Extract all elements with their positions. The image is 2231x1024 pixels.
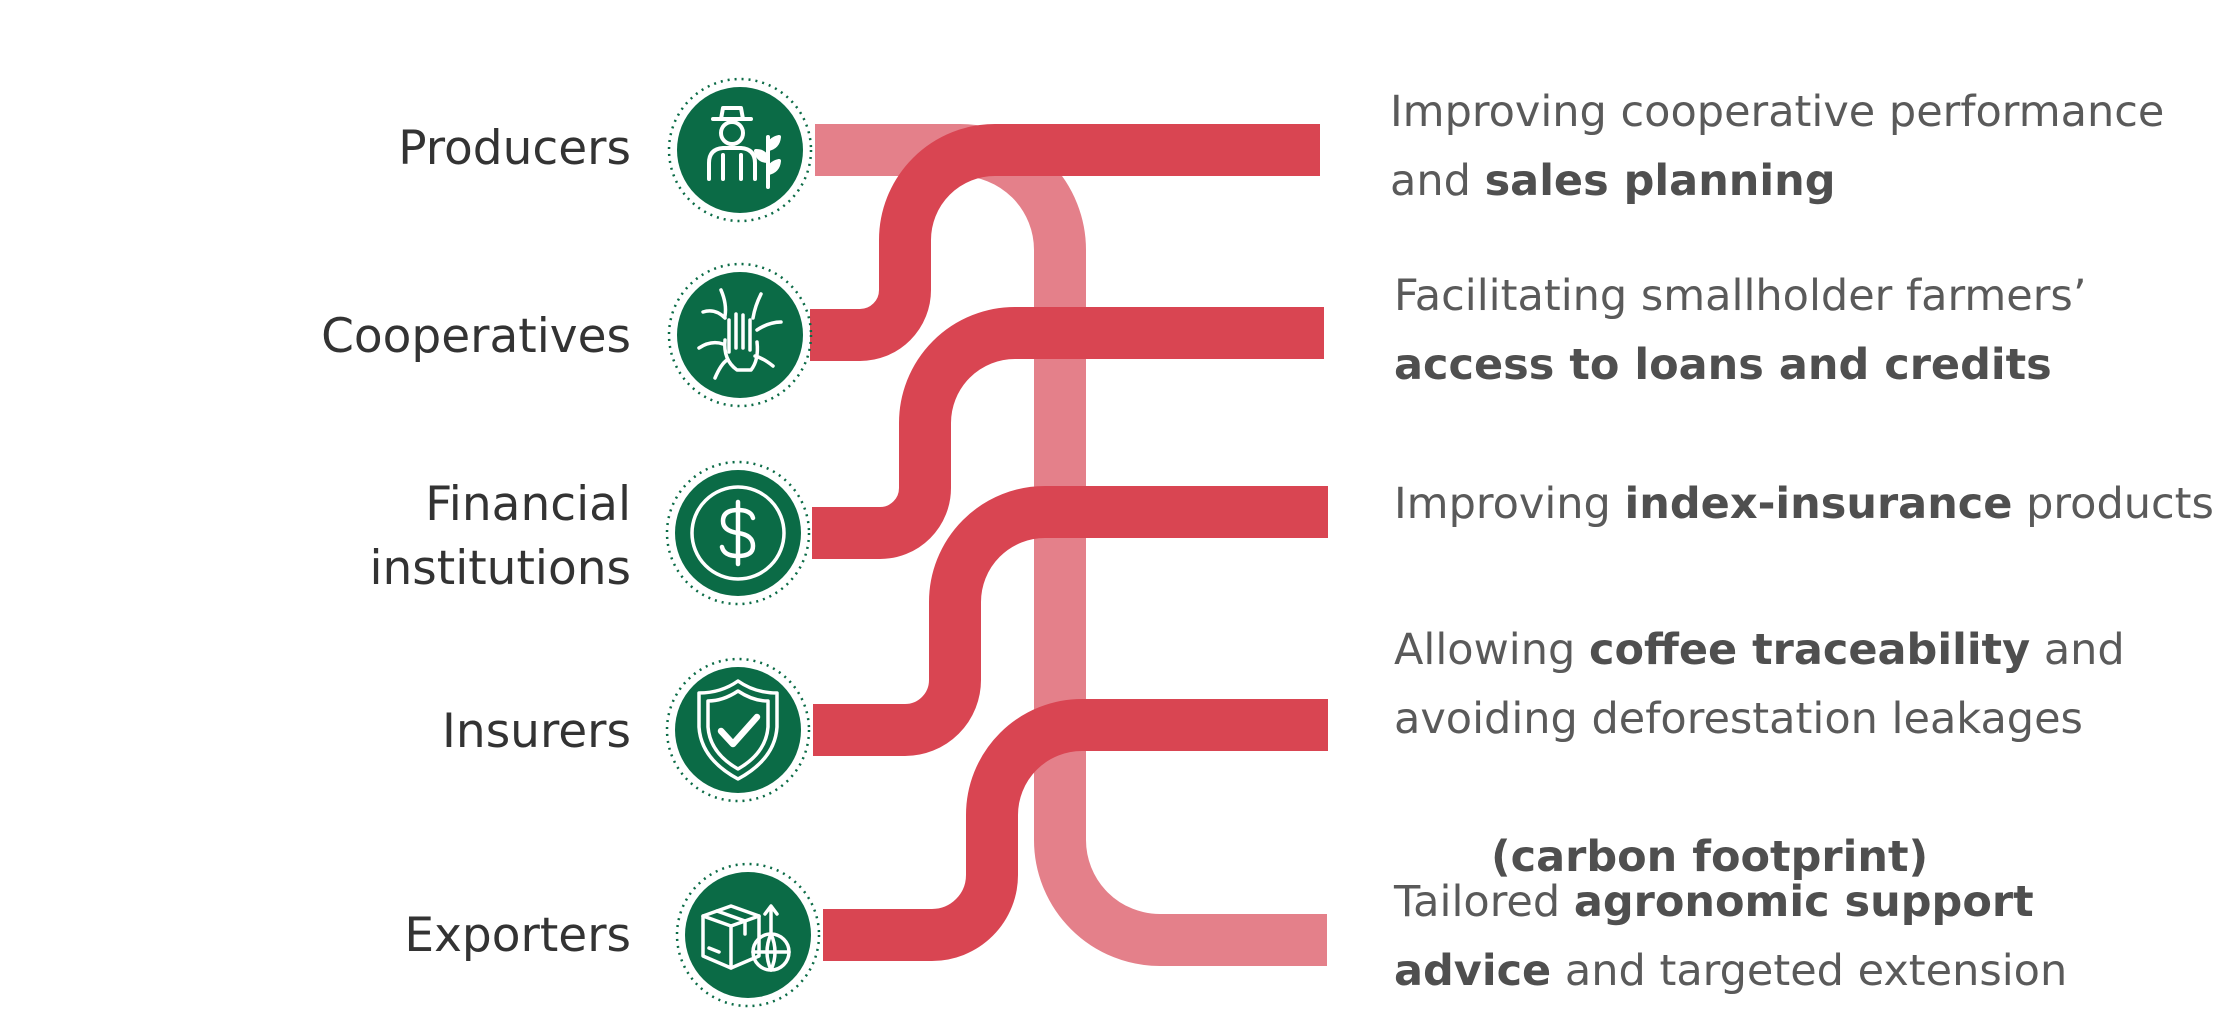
outcome-line: access to loans and credits [1394, 331, 2087, 400]
package-globe-icon [675, 862, 821, 1008]
outcome-coffee-traceability: Allowing coffee traceability and avoidin… [1394, 616, 2125, 961]
label-line: Producers [398, 121, 631, 176]
outcome-text: and [1390, 156, 1485, 206]
label-line: Financial [425, 477, 631, 532]
connector-financial-to-credits [812, 307, 1324, 559]
label-line: Insurers [442, 704, 631, 759]
farmer-icon [667, 77, 813, 223]
stakeholder-label-cooperatives: Cooperatives [321, 305, 631, 369]
outcome-agronomic-support: Tailored agronomic support advice and ta… [1394, 868, 2067, 1006]
outcome-line: Improving index-insurance products [1394, 470, 2214, 539]
connector-cooperatives-to-performance [810, 124, 1320, 361]
label-line: Cooperatives [321, 309, 631, 364]
shield-check-icon [665, 657, 811, 803]
label-line: institutions [369, 541, 631, 596]
joined-hands-icon [667, 262, 813, 408]
stakeholder-label-financial-institutions: Financial institutions [369, 473, 631, 601]
outcome-highlight: (carbon footprint) [1476, 832, 1929, 882]
outcome-text: Facilitating smallholder farmers’ [1394, 271, 2087, 321]
connector-insurers-to-insurance [813, 486, 1328, 756]
outcome-highlight: sales planning [1484, 156, 1836, 206]
outcome-access-to-credit: Facilitating smallholder farmers’ access… [1394, 262, 2087, 400]
outcome-line: Facilitating smallholder farmers’ [1394, 262, 2087, 331]
outcome-cooperative-performance: Improving cooperative performance and sa… [1390, 78, 2164, 216]
label-line: Exporters [404, 908, 631, 963]
outcome-text: avoiding deforestation leakages [1394, 694, 2083, 744]
outcome-line: Allowing coffee traceability and [1394, 616, 2125, 685]
outcome-text: Improving cooperative performance [1390, 87, 2165, 137]
outcome-text: Allowing [1394, 625, 1589, 675]
outcome-line: Tailored agronomic support [1394, 868, 2067, 937]
outcome-highlight: advice [1394, 946, 1552, 996]
outcome-highlight: index-insurance [1624, 479, 2013, 529]
outcome-text: and [2030, 625, 2125, 675]
stakeholder-label-insurers: Insurers [442, 700, 631, 764]
connector-exporters-to-traceability [823, 699, 1328, 961]
outcome-index-insurance: Improving index-insurance products [1394, 470, 2214, 539]
stakeholder-label-exporters: Exporters [404, 904, 631, 968]
outcome-text: and targeted extension [1551, 946, 2068, 996]
outcome-highlight: agronomic support [1573, 877, 2034, 927]
outcome-line: Improving cooperative performance [1390, 78, 2164, 147]
outcome-line: advice and targeted extension [1394, 937, 2067, 1006]
outcome-text: Tailored [1394, 877, 1574, 927]
outcome-text: Improving [1394, 479, 1625, 529]
outcome-text: products [2012, 479, 2214, 529]
outcome-line: (carbon footprint) [1394, 754, 2125, 961]
dollar-coin-icon [665, 460, 811, 606]
outcome-line: avoiding deforestation leakages [1394, 685, 2125, 754]
stakeholder-label-producers: Producers [398, 117, 631, 181]
outcome-highlight: access to loans and credits [1394, 340, 2052, 390]
outcome-line: and sales planning [1390, 147, 2164, 216]
outcome-highlight: coffee traceability [1588, 625, 2031, 675]
